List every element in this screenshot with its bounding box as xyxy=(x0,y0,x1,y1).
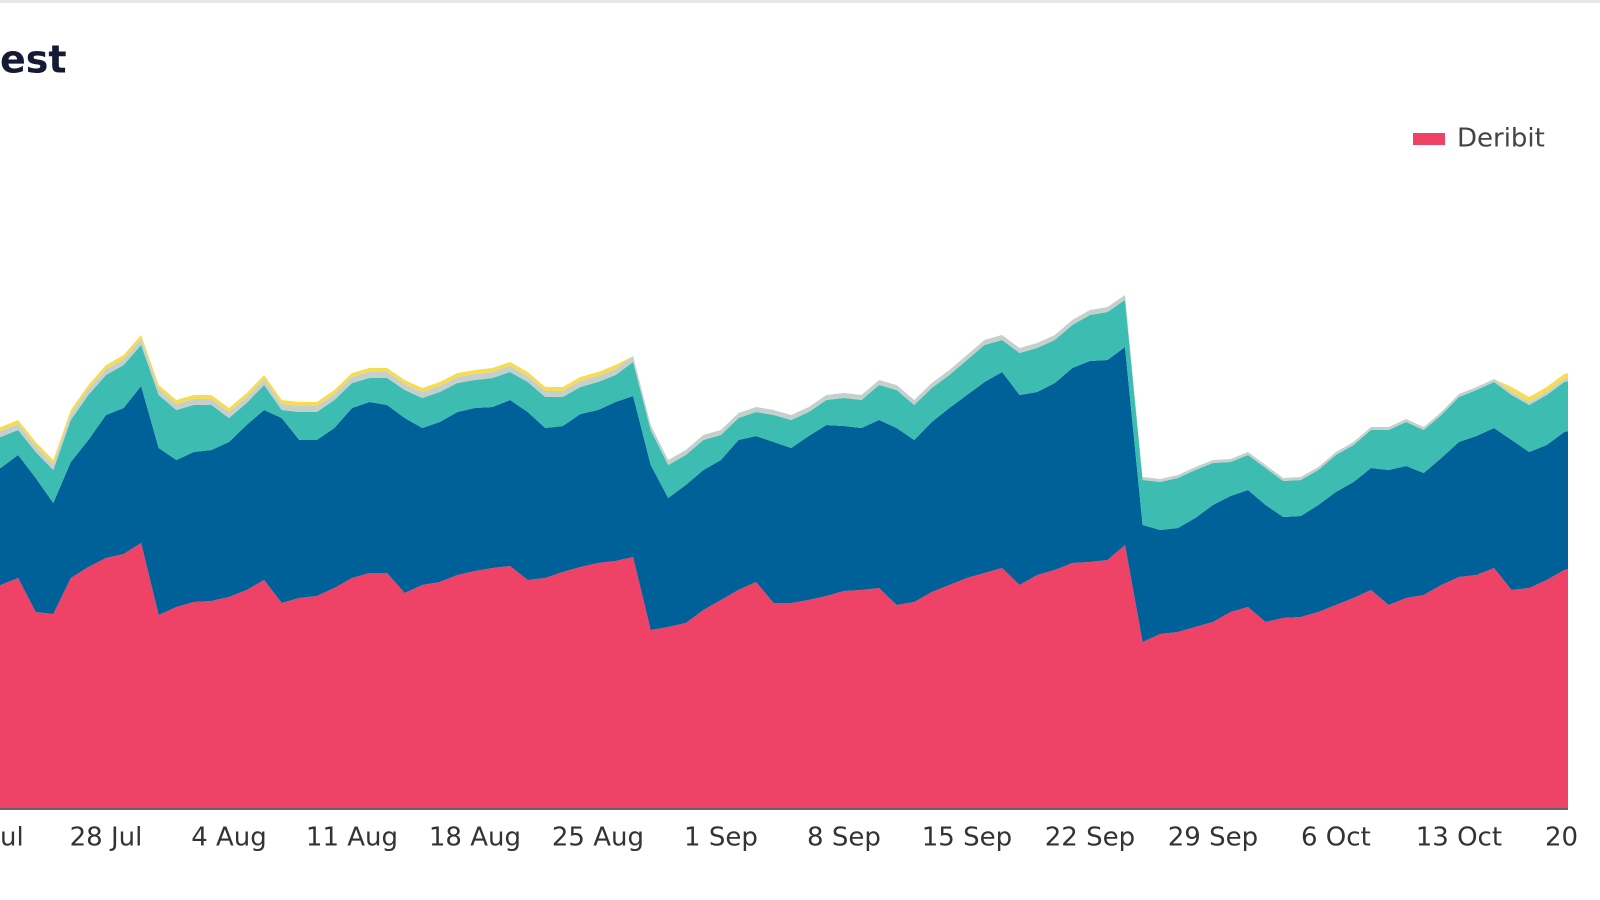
x-tick-label: 15 Sep xyxy=(922,823,1012,853)
x-tick-label: 11 Aug xyxy=(306,823,398,853)
x-tick-label: 13 Oct xyxy=(1416,823,1502,853)
x-tick-label: 8 Sep xyxy=(807,823,881,853)
x-tick-label: 28 Jul xyxy=(70,823,143,853)
chart-title: est xyxy=(0,38,67,82)
area-series xyxy=(0,347,1568,642)
area-series xyxy=(0,543,1568,808)
x-tick-label: 20 xyxy=(1545,823,1578,853)
x-tick-label: 25 Aug xyxy=(552,823,644,853)
x-tick-label: 18 Aug xyxy=(429,823,521,853)
x-tick-label: 6 Oct xyxy=(1301,823,1371,853)
x-tick-label: 1 Sep xyxy=(684,823,758,853)
legend-label: Deribit xyxy=(1457,124,1545,154)
x-tick-label: 22 Sep xyxy=(1045,823,1135,853)
x-tick-label: 4 Aug xyxy=(191,823,267,853)
plot-area xyxy=(0,295,1568,808)
area-series xyxy=(0,300,1568,530)
x-tick-label: 29 Sep xyxy=(1168,823,1258,853)
legend-swatch xyxy=(1413,133,1445,145)
x-tick-label: ul xyxy=(0,823,24,853)
